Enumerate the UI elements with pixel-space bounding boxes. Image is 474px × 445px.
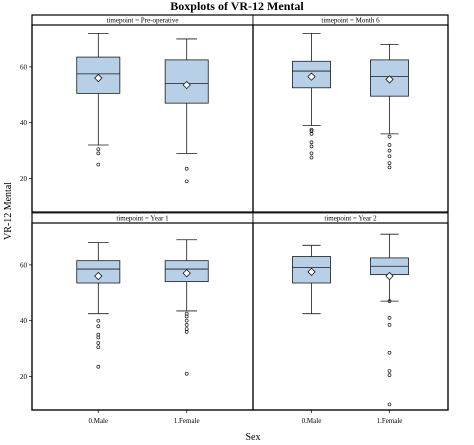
box-1.Female [164, 38, 209, 184]
mean-marker [182, 80, 191, 90]
outlier-point [387, 143, 392, 147]
outlier-point [184, 311, 189, 316]
outlier-point [387, 402, 392, 407]
panel-strip-label: timepoint = Month 6 [321, 17, 380, 25]
mean-marker [182, 269, 191, 278]
y-tick-label: 20 [20, 373, 28, 381]
outlier-point [387, 350, 392, 355]
chart-frame [31, 14, 449, 411]
x-tick-label: 1.Female [174, 417, 200, 425]
outlier-point [309, 144, 314, 149]
x-axis-label: Sex [246, 432, 261, 443]
outlier-point [387, 148, 392, 153]
outlier-point [96, 324, 101, 329]
x-tick-label: 0.Male [88, 417, 108, 425]
iqr-box [76, 260, 121, 284]
mean-marker [385, 271, 394, 281]
outlier-point [387, 323, 392, 327]
box-0.Male [76, 242, 121, 369]
mean-marker [307, 267, 316, 277]
y-tick-label: 40 [20, 119, 28, 127]
mean-marker [307, 72, 316, 81]
outlier-point [309, 127, 314, 132]
outlier-point [309, 140, 314, 145]
outlier-point [96, 364, 101, 369]
panel-grid: timepoint = Pre-operative 20 40 60 timepoint… [20, 14, 449, 425]
outlier-point [96, 318, 101, 323]
outlier-point [387, 299, 392, 303]
y-tick-label: 40 [20, 317, 28, 325]
outlier-point [96, 151, 101, 156]
panel-strip-label: timepoint = Year 1 [116, 215, 169, 223]
outlier-point [184, 323, 189, 327]
panel-strip-label: timepoint = Year 2 [324, 215, 377, 223]
box-0.Male [76, 32, 121, 167]
outlier-point [96, 162, 101, 167]
outlier-point [184, 371, 189, 376]
y-tick-label: 20 [20, 175, 28, 183]
box-1.Female [370, 44, 409, 170]
panel-4: timepoint = Year 2 0.Male 1.Female [252, 212, 449, 425]
outlier-point [96, 147, 101, 152]
outlier-point [387, 165, 392, 170]
outlier-point [309, 129, 314, 133]
box-1.Female [370, 233, 409, 407]
panel-2: timepoint = Month 6 [252, 14, 449, 213]
iqr-box [370, 59, 409, 97]
panel-strip-label: timepoint = Pre-operative [107, 17, 179, 25]
outlier-point [387, 369, 392, 373]
outlier-point [184, 327, 189, 331]
mean-marker [94, 73, 103, 83]
x-tick-label: 0.Male [302, 417, 322, 425]
y-axis-label: VR-12 Mental [3, 182, 14, 240]
iqr-box [164, 59, 209, 104]
outlier-point [184, 166, 189, 171]
mean-marker [385, 75, 394, 84]
box-0.Male [292, 244, 331, 315]
outlier-point [387, 134, 392, 139]
outlier-point [96, 341, 101, 345]
outlier-point [96, 345, 101, 350]
y-tick-label: 60 [20, 63, 28, 71]
box-0.Male [292, 32, 331, 160]
y-tick-label: 60 [20, 261, 28, 269]
outlier-point [387, 373, 392, 377]
x-tick-label: 1.Female [377, 417, 403, 425]
outlier-point [387, 154, 392, 159]
chart-title: Boxplots of VR-12 Mental [170, 0, 304, 13]
outlier-point [184, 318, 189, 323]
outlier-point [96, 332, 101, 337]
outlier-point [184, 179, 189, 184]
outlier-point [309, 151, 314, 156]
box-1.Female [164, 239, 209, 376]
outlier-point [387, 161, 392, 166]
outlier-point [387, 316, 392, 320]
outlier-point [309, 155, 314, 160]
mean-marker [94, 271, 103, 281]
